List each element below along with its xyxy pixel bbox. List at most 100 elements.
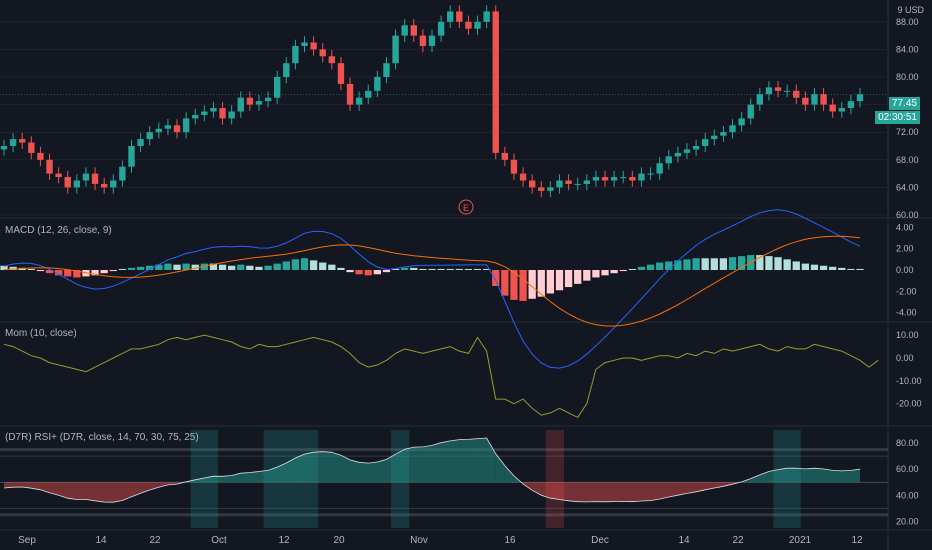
rsi-fill-segment	[377, 459, 387, 483]
macd-histogram-bar	[501, 270, 509, 296]
candle-body	[447, 11, 454, 22]
rsi-fill-segment	[422, 445, 432, 483]
candle-body	[410, 25, 417, 36]
price-axis-tick: 68.00	[896, 155, 919, 165]
rsi-fill-segment	[368, 461, 378, 483]
candle-body	[829, 104, 836, 112]
candle-body	[437, 21, 445, 36]
candle-body	[192, 114, 199, 119]
candle-body	[210, 108, 217, 112]
rsi-fill-segment	[568, 482, 578, 502]
candle-body	[28, 142, 35, 153]
macd-histogram-bar	[683, 259, 691, 270]
momentum-pane-label[interactable]: Mom (10, close)	[5, 328, 77, 339]
time-axis-label: 16	[504, 535, 516, 546]
momentum-axis-tick: -20.00	[896, 399, 922, 409]
price-axis-tick: 72.00	[896, 127, 919, 137]
candle-body	[856, 94, 864, 102]
macd-histogram-bar	[728, 257, 737, 270]
macd-histogram-bar	[282, 261, 290, 270]
candle-body	[456, 11, 463, 22]
candle-body	[674, 152, 682, 157]
macd-signal-line	[3, 235, 861, 327]
macd-histogram-bar	[382, 270, 391, 273]
rsi-axis-tick: 40.00	[896, 490, 919, 500]
rsi-fill-segment	[495, 453, 505, 483]
rsi-fill-segment	[258, 470, 269, 483]
candle-body	[110, 180, 117, 188]
macd-histogram-bar	[0, 265, 8, 270]
candle-body	[774, 87, 782, 91]
macd-histogram-bar	[765, 256, 773, 270]
candle-body	[246, 97, 254, 105]
rsi-fill-segment	[13, 482, 23, 488]
candle-body	[419, 35, 427, 46]
candle-body	[146, 132, 153, 140]
macd-histogram-bar	[838, 267, 846, 270]
time-axis-label: 22	[732, 535, 744, 546]
macd-histogram-bar	[455, 268, 463, 270]
candle-body	[237, 97, 244, 112]
rsi-fill-segment	[750, 474, 760, 483]
macd-histogram-bar	[264, 265, 272, 270]
candle-body	[793, 90, 800, 98]
rsi-fill-segment	[49, 482, 59, 496]
macd-pane-label[interactable]: MACD (12, 26, close, 9)	[5, 225, 112, 236]
macd-histogram-bar	[656, 262, 664, 270]
rsi-fill-segment	[605, 482, 615, 502]
candle-body	[610, 177, 618, 181]
rsi-fill-segment	[331, 452, 341, 483]
rsi-fill-segment	[696, 482, 706, 492]
rsi-fill-segment	[350, 459, 360, 483]
macd-histogram-bar	[319, 262, 327, 270]
macd-histogram-bar	[592, 270, 600, 278]
rsi-fill-segment	[277, 463, 287, 483]
rsi-fill-segment	[122, 482, 132, 501]
rsi-fill-segment	[4, 482, 14, 489]
macd-histogram-bar	[173, 264, 181, 270]
rsi-fill-segment	[413, 446, 423, 483]
macd-histogram-bar	[146, 265, 154, 270]
rsi-fill-segment	[404, 447, 414, 483]
candle-body	[355, 97, 363, 105]
rsi-fill-segment	[249, 471, 259, 483]
macd-histogram-bar	[464, 268, 473, 270]
macd-histogram-bar	[628, 268, 636, 270]
currency-label[interactable]: 9 USD	[897, 5, 924, 15]
candle-body	[656, 163, 663, 174]
macd-histogram-bar	[564, 270, 573, 288]
macd-histogram-bar	[819, 265, 828, 270]
earnings-marker-icon[interactable]	[458, 199, 474, 215]
macd-histogram-bar	[783, 259, 791, 270]
candle-body	[37, 152, 44, 160]
rsi-fill-segment	[104, 482, 114, 503]
rsi-pane-label[interactable]: (D7R) RSI+ (D7R, close, 14, 70, 30, 75, …	[5, 432, 199, 443]
candle-body	[82, 173, 90, 181]
macd-axis-tick: 0.00	[896, 265, 914, 275]
macd-histogram-bar	[337, 267, 345, 270]
candle-body	[820, 94, 827, 105]
macd-histogram-bar	[446, 268, 454, 270]
rsi-fill-segment	[231, 473, 241, 483]
macd-histogram-bar	[255, 266, 263, 270]
rsi-fill-segment	[577, 482, 587, 502]
rsi-fill-segment	[814, 468, 824, 483]
candle-body	[765, 87, 773, 95]
macd-histogram-bar	[810, 264, 819, 270]
rsi-fill-segment	[468, 438, 478, 483]
candle-body	[383, 63, 390, 77]
macd-histogram-bar	[574, 270, 582, 284]
candle-body	[592, 177, 600, 181]
candle-body	[46, 159, 53, 174]
candle-body	[0, 146, 8, 150]
rsi-fill-segment	[149, 482, 159, 490]
macd-histogram-bar	[528, 270, 536, 299]
price-axis-tick: 60.00	[896, 210, 919, 220]
macd-histogram-bar	[674, 260, 682, 270]
candle-body	[583, 180, 590, 184]
candle-body	[729, 125, 736, 133]
candle-body	[392, 35, 399, 64]
candle-body	[747, 104, 754, 119]
countdown-tag: 02:30:51	[875, 111, 920, 124]
